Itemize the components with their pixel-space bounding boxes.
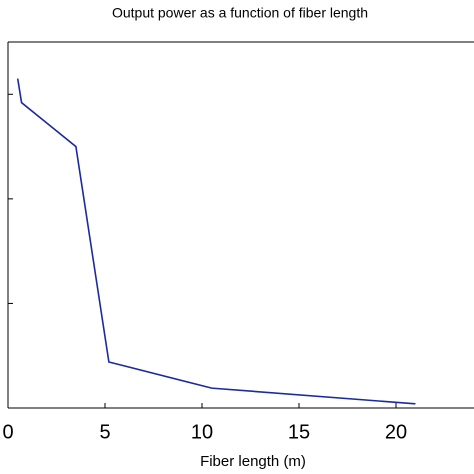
x-tick-label: 10 — [191, 421, 213, 443]
x-tick-label: 0 — [2, 421, 13, 443]
chart-title: Output power as a function of fiber leng… — [112, 5, 368, 21]
data-line — [16, 78, 416, 405]
x-axis-label: Fiber length (m) — [200, 453, 306, 470]
x-tick-label: 5 — [99, 421, 110, 443]
x-tick-label: 20 — [385, 421, 407, 443]
x-tick-label: 15 — [288, 421, 310, 443]
